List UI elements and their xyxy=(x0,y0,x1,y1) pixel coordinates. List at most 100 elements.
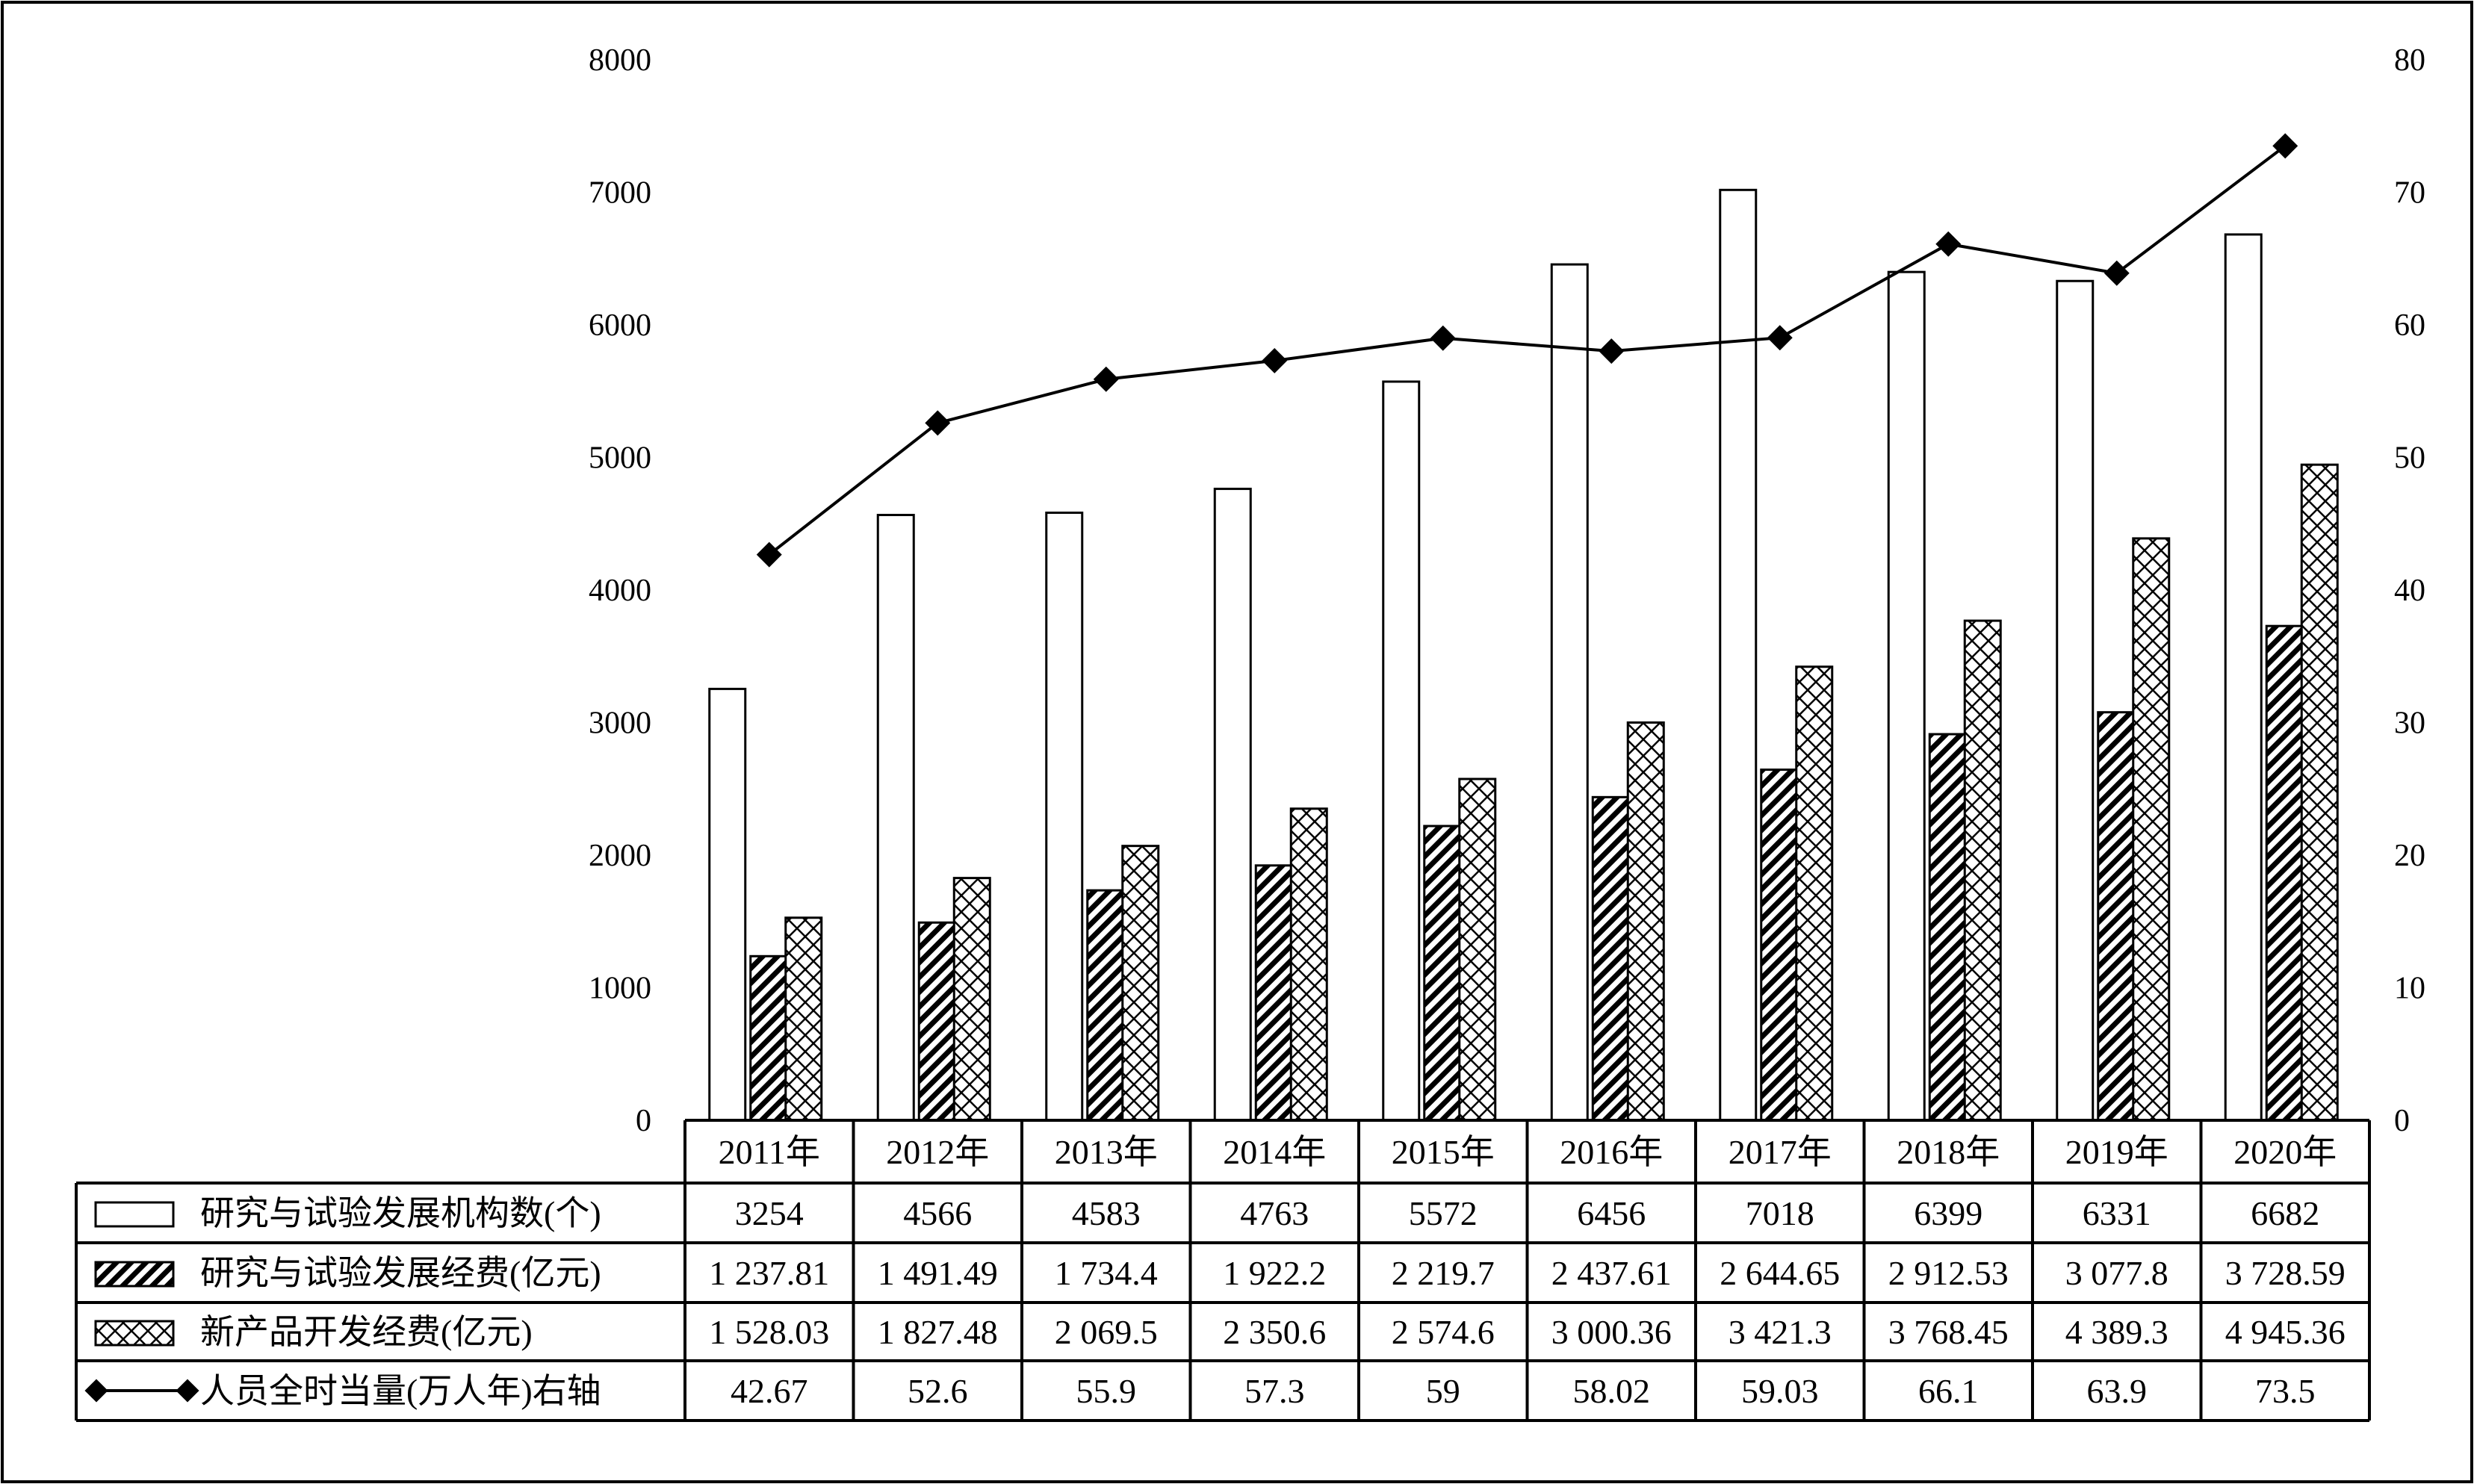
legend-key xyxy=(94,1261,175,1288)
data-label: 6331 xyxy=(2083,1194,2151,1232)
category-label: 2017年 xyxy=(1729,1133,1832,1171)
legend-label: 研究与试验发展经费(亿元) xyxy=(200,1254,601,1292)
category-label: 2011年 xyxy=(719,1133,820,1171)
line-point xyxy=(756,541,782,568)
data-label: 52.6 xyxy=(908,1372,968,1410)
right-axis-tick-label: 20 xyxy=(2394,839,2425,873)
data-label: 4566 xyxy=(903,1194,972,1232)
legend-label: 研究与试验发展机构数(个) xyxy=(200,1194,601,1232)
data-label: 55.9 xyxy=(1076,1372,1137,1410)
data-label: 4 389.3 xyxy=(2065,1313,2168,1351)
category-label: 2013年 xyxy=(1055,1133,1158,1171)
data-label: 3254 xyxy=(735,1194,804,1232)
line-path xyxy=(768,144,2287,556)
line-point xyxy=(1430,325,1456,351)
legend-label: 新产品开发经费(亿元) xyxy=(200,1313,533,1351)
data-label: 5572 xyxy=(1409,1194,1478,1232)
bar-2 xyxy=(749,954,788,1122)
data-label: 1 734.4 xyxy=(1055,1254,1158,1292)
data-label: 57.3 xyxy=(1244,1372,1305,1410)
data-label: 3 768.45 xyxy=(1888,1313,2009,1351)
bar-1 xyxy=(2056,279,2095,1122)
data-label: 1 922.2 xyxy=(1223,1254,1326,1292)
right-axis-tick-label: 40 xyxy=(2394,574,2425,608)
bar-marks xyxy=(708,188,2339,1122)
right-axis-tick-label: 10 xyxy=(2394,972,2425,1006)
data-label: 2 219.7 xyxy=(1392,1254,1495,1292)
data-label: 6682 xyxy=(2251,1194,2319,1232)
data-label: 1 237.81 xyxy=(709,1254,829,1292)
data-label: 1 491.49 xyxy=(878,1254,998,1292)
bar-3 xyxy=(784,916,823,1122)
bar-3 xyxy=(952,877,991,1122)
data-label: 1 528.03 xyxy=(709,1313,829,1351)
left-axis-tick-label: 1000 xyxy=(589,972,651,1006)
data-table: 2011年 2012年 2013年 2014年 2015年 2016年 2017年 2018年… xyxy=(75,1119,2371,1422)
data-label: 59 xyxy=(1426,1372,1460,1410)
bar-2 xyxy=(1423,825,1462,1122)
data-label: 2 069.5 xyxy=(1055,1313,1158,1351)
bar-1 xyxy=(1719,188,1758,1122)
data-label: 7018 xyxy=(1746,1194,1814,1232)
data-label: 58.02 xyxy=(1573,1372,1651,1410)
bar-3 xyxy=(1289,807,1328,1122)
category-label: 2020年 xyxy=(2233,1133,2337,1171)
data-label: 42.67 xyxy=(731,1372,808,1410)
bar-1 xyxy=(1382,380,1421,1122)
data-label: 2 912.53 xyxy=(1888,1254,2009,1292)
category-label: 2019年 xyxy=(2065,1133,2168,1171)
bar-2 xyxy=(1254,864,1293,1122)
data-label: 6399 xyxy=(1914,1194,1982,1232)
left-axis-tick-label: 4000 xyxy=(589,574,651,608)
right-axis-tick-label: 80 xyxy=(2394,43,2425,78)
bar-3 xyxy=(1795,665,1834,1122)
data-label: 4583 xyxy=(1072,1194,1141,1232)
data-label: 4763 xyxy=(1240,1194,1309,1232)
line-point xyxy=(925,410,951,436)
bar-3 xyxy=(1626,721,1665,1122)
data-label: 59.03 xyxy=(1741,1372,1819,1410)
bar-2 xyxy=(1591,795,1630,1122)
bar-1 xyxy=(1550,263,1589,1122)
category-label: 2015年 xyxy=(1392,1133,1495,1171)
left-axis-tick-label: 3000 xyxy=(589,707,651,741)
bar-2 xyxy=(917,921,956,1122)
data-label: 3 077.8 xyxy=(2065,1254,2168,1292)
data-label: 3 728.59 xyxy=(2225,1254,2346,1292)
bar-3 xyxy=(1121,845,1160,1122)
bar-3 xyxy=(2132,537,2171,1122)
line-point xyxy=(1093,366,1119,392)
category-label: 2014年 xyxy=(1223,1133,1326,1171)
bar-1 xyxy=(1213,488,1252,1122)
bar-3 xyxy=(1963,619,2002,1122)
data-label: 63.9 xyxy=(2087,1372,2148,1410)
legend-key xyxy=(94,1320,175,1347)
right-axis-tick-label: 0 xyxy=(2394,1104,2410,1138)
left-axis-tick-label: 5000 xyxy=(589,441,651,476)
data-label: 2 437.61 xyxy=(1551,1254,1672,1292)
right-axis-tick-label: 30 xyxy=(2394,707,2425,741)
data-label: 2 644.65 xyxy=(1720,1254,1840,1292)
bar-1 xyxy=(876,514,915,1122)
left-axis-tick-label: 6000 xyxy=(589,308,651,343)
bar-1 xyxy=(1887,270,1926,1122)
line-point xyxy=(1262,347,1288,373)
data-label: 66.1 xyxy=(1918,1372,1979,1410)
right-axis-tick-label: 60 xyxy=(2394,308,2425,343)
left-axis-ticks: 0 1000 2000 3000 4000 5000 6000 7000 8000 xyxy=(589,43,651,1138)
bar-3 xyxy=(2300,463,2339,1122)
bar-2 xyxy=(1086,889,1125,1122)
bar-2 xyxy=(1760,769,1799,1122)
data-label: 3 000.36 xyxy=(1551,1313,1672,1351)
category-label: 2018年 xyxy=(1897,1133,2000,1171)
bar-2 xyxy=(2265,624,2304,1122)
legend-label: 人员全时当量(万人年)右轴 xyxy=(200,1372,601,1410)
right-axis-ticks: 0 10 20 30 40 50 60 70 80 xyxy=(2394,43,2425,1138)
left-axis-tick-label: 2000 xyxy=(589,839,651,873)
right-axis-tick-label: 50 xyxy=(2394,441,2425,476)
right-axis-tick-label: 70 xyxy=(2394,176,2425,211)
bar-2 xyxy=(2097,711,2136,1122)
bar-1 xyxy=(708,687,747,1122)
category-label: 2016年 xyxy=(1560,1133,1663,1171)
